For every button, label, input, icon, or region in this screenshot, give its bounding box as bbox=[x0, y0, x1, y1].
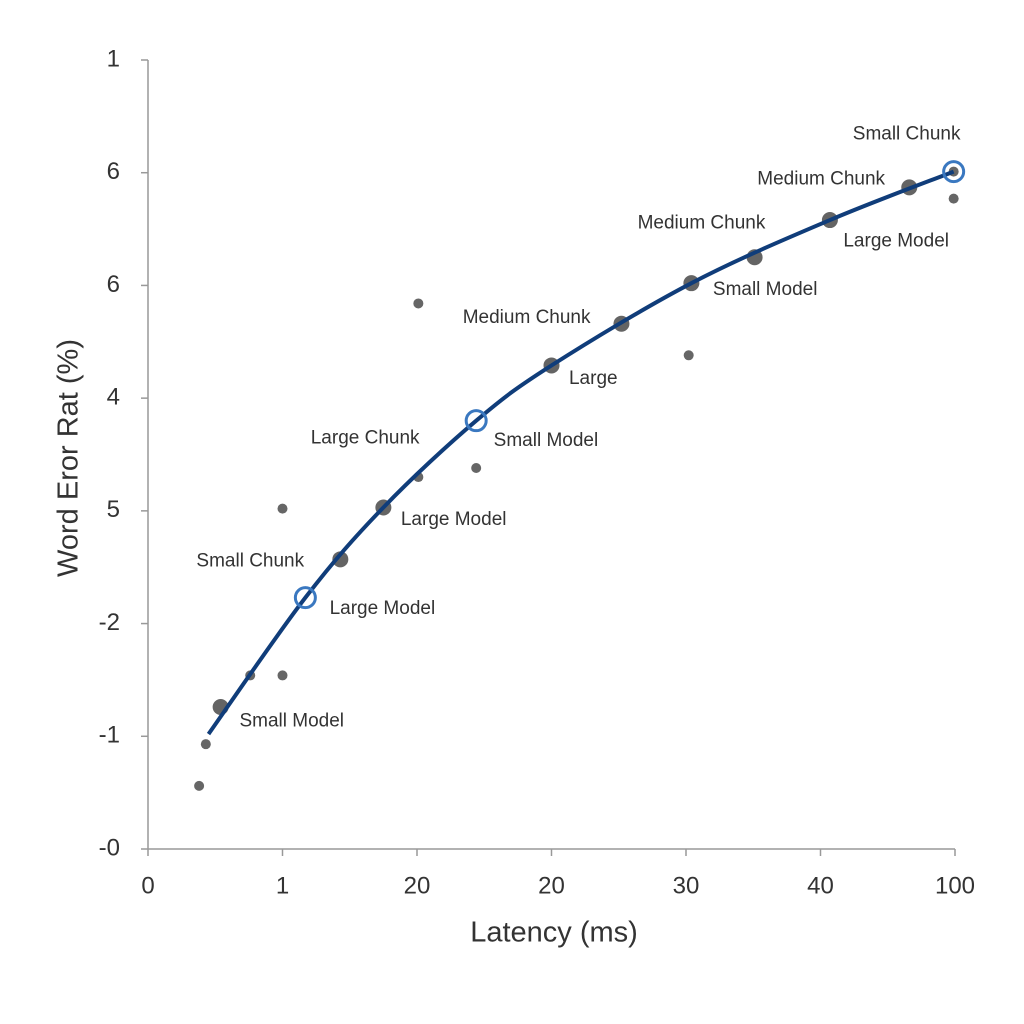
y-tick-label: 4 bbox=[107, 383, 120, 410]
y-tick-label: 6 bbox=[107, 271, 120, 298]
highlight-ring bbox=[293, 586, 317, 610]
data-point bbox=[332, 551, 349, 568]
y-tick-label: -0 bbox=[99, 834, 120, 861]
highlight-ring bbox=[942, 160, 966, 184]
x-tick-label: 20 bbox=[404, 872, 431, 899]
y-tick-label: -2 bbox=[99, 609, 120, 636]
data-point bbox=[194, 780, 205, 791]
y-axis-title: Word Eror Rat (%) bbox=[53, 339, 85, 577]
y-tick-label: 1 bbox=[107, 45, 120, 72]
annotation: Medium Chunk bbox=[638, 212, 766, 233]
data-point bbox=[471, 463, 482, 474]
annotation: Large Model bbox=[401, 509, 507, 530]
y-tick-label: -1 bbox=[99, 722, 120, 749]
annotation: Large Model bbox=[843, 230, 949, 251]
x-tick-label: 40 bbox=[807, 872, 834, 899]
x-tick-label: 20 bbox=[538, 872, 565, 899]
data-point bbox=[277, 503, 288, 514]
x-tick-label: 1 bbox=[276, 872, 289, 899]
highlight-ring bbox=[464, 409, 488, 433]
y-tick-label: 5 bbox=[107, 496, 120, 523]
annotation: Large bbox=[569, 368, 618, 389]
fit-curve bbox=[206, 169, 955, 736]
annotation: Small Model bbox=[713, 279, 818, 300]
x-axis-title: Latency (ms) bbox=[470, 917, 638, 949]
annotation: Large Model bbox=[330, 598, 436, 619]
data-point bbox=[200, 739, 211, 750]
x-tick-label: 30 bbox=[673, 872, 700, 899]
x-tick-label: 100 bbox=[935, 872, 975, 899]
data-point bbox=[683, 350, 694, 361]
annotation: Small Chunk bbox=[853, 123, 961, 144]
annotation: Medium Chunk bbox=[757, 168, 885, 189]
annotation: Large Chunk bbox=[311, 428, 420, 449]
data-point bbox=[277, 670, 288, 681]
x-tick-label: 0 bbox=[141, 872, 154, 899]
annotation: Small Model bbox=[494, 430, 599, 451]
data-point bbox=[948, 193, 959, 204]
annotation: Medium Chunk bbox=[463, 307, 591, 328]
annotation: Small Model bbox=[239, 711, 344, 732]
y-tick-label: 6 bbox=[107, 158, 120, 185]
annotation: Small Chunk bbox=[196, 551, 304, 572]
data-point bbox=[413, 298, 424, 309]
